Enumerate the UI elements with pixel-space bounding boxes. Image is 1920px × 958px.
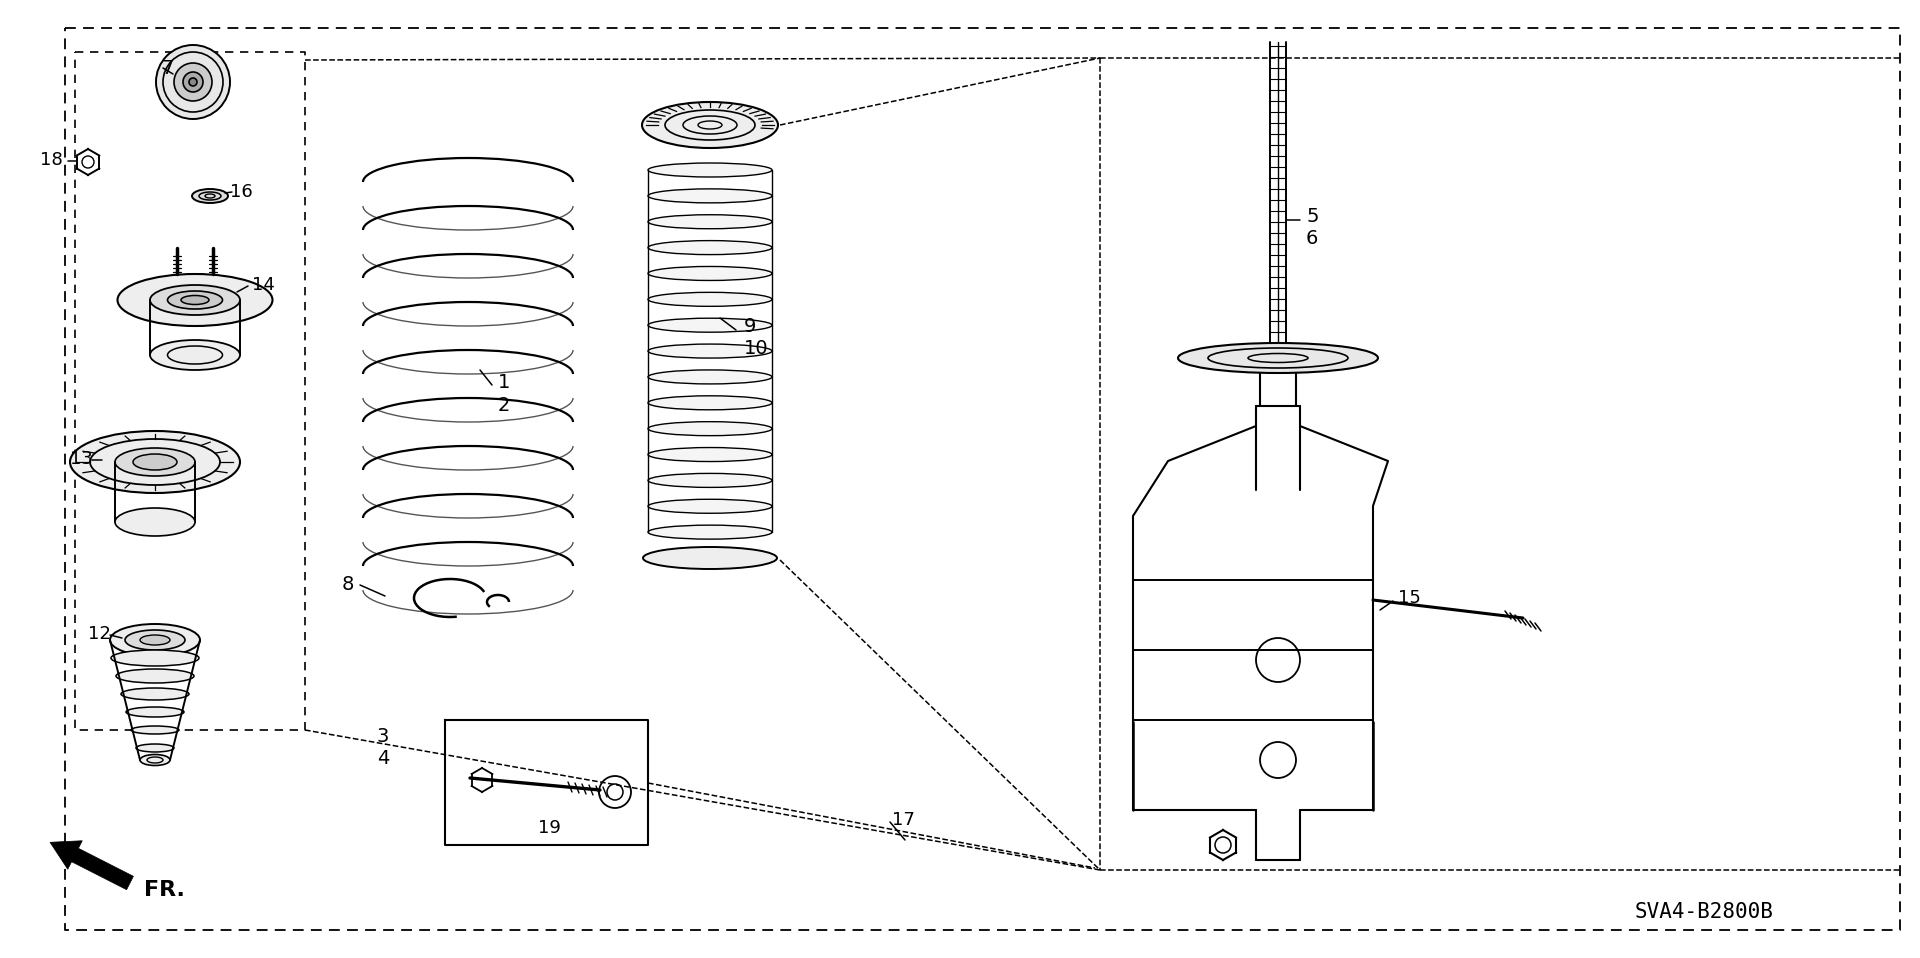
Ellipse shape xyxy=(127,707,184,717)
Ellipse shape xyxy=(156,45,230,119)
Ellipse shape xyxy=(649,266,772,281)
Ellipse shape xyxy=(649,163,772,177)
Ellipse shape xyxy=(111,650,200,666)
Ellipse shape xyxy=(69,431,240,493)
Text: 3: 3 xyxy=(376,727,390,746)
Text: 4: 4 xyxy=(376,748,390,767)
Text: 9: 9 xyxy=(745,316,756,335)
Ellipse shape xyxy=(115,508,196,536)
Ellipse shape xyxy=(175,63,211,101)
Ellipse shape xyxy=(150,340,240,370)
Ellipse shape xyxy=(649,344,772,358)
Ellipse shape xyxy=(649,447,772,462)
Ellipse shape xyxy=(649,189,772,203)
Text: 1: 1 xyxy=(497,373,511,392)
Ellipse shape xyxy=(649,422,772,436)
Ellipse shape xyxy=(140,755,171,765)
Ellipse shape xyxy=(140,635,171,645)
Text: 16: 16 xyxy=(230,183,253,201)
Ellipse shape xyxy=(109,624,200,656)
Text: 19: 19 xyxy=(538,819,561,837)
Ellipse shape xyxy=(641,102,778,148)
Ellipse shape xyxy=(121,688,188,700)
Text: 17: 17 xyxy=(893,811,914,829)
Text: 2: 2 xyxy=(497,396,511,415)
Ellipse shape xyxy=(188,78,198,86)
Ellipse shape xyxy=(132,454,177,470)
Text: 10: 10 xyxy=(745,338,768,357)
Ellipse shape xyxy=(649,396,772,410)
Ellipse shape xyxy=(115,669,194,683)
Ellipse shape xyxy=(649,292,772,307)
Ellipse shape xyxy=(167,291,223,309)
Ellipse shape xyxy=(117,274,273,326)
Ellipse shape xyxy=(649,499,772,513)
Text: SVA4-B2800B: SVA4-B2800B xyxy=(1636,902,1774,922)
Text: 6: 6 xyxy=(1306,229,1319,247)
Ellipse shape xyxy=(649,473,772,488)
Text: 8: 8 xyxy=(342,576,355,595)
Text: 7: 7 xyxy=(161,58,173,78)
Ellipse shape xyxy=(131,726,179,734)
Text: FR.: FR. xyxy=(144,880,184,900)
Text: 18: 18 xyxy=(40,151,63,169)
Text: 13: 13 xyxy=(69,450,92,468)
Ellipse shape xyxy=(1179,343,1379,373)
Ellipse shape xyxy=(150,285,240,315)
Ellipse shape xyxy=(643,547,778,569)
Ellipse shape xyxy=(649,318,772,332)
Ellipse shape xyxy=(125,630,184,650)
Ellipse shape xyxy=(192,189,228,203)
Text: 5: 5 xyxy=(1306,207,1319,225)
Ellipse shape xyxy=(649,215,772,229)
Text: 15: 15 xyxy=(1398,589,1421,607)
Ellipse shape xyxy=(182,72,204,92)
FancyArrow shape xyxy=(50,841,132,890)
Ellipse shape xyxy=(649,525,772,539)
Ellipse shape xyxy=(649,370,772,384)
Ellipse shape xyxy=(180,295,209,305)
Ellipse shape xyxy=(115,448,196,476)
Ellipse shape xyxy=(649,240,772,255)
Ellipse shape xyxy=(136,744,175,752)
Text: 12: 12 xyxy=(88,625,111,643)
Text: 14: 14 xyxy=(252,276,275,294)
